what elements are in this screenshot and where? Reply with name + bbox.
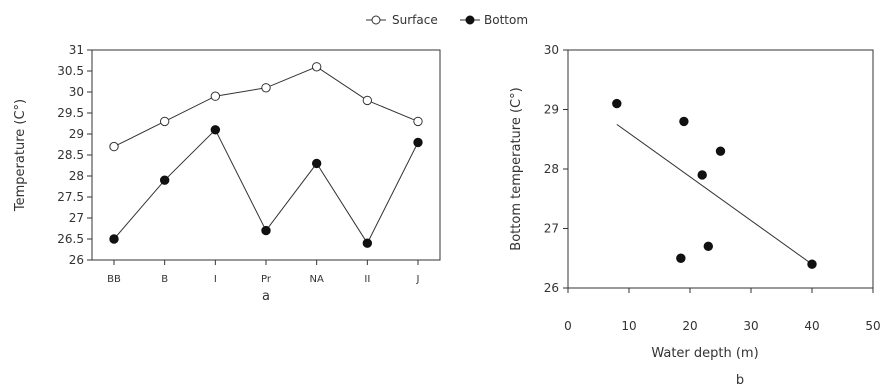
panel-a-x-tick-label: Pr: [261, 274, 272, 285]
panel-b-x-tick-label: 0: [564, 319, 572, 333]
panel-a-y-tick-label: 28: [69, 169, 84, 183]
panel-a-y-tick-label: 30: [69, 85, 84, 99]
panel-a-bottom-point: [261, 225, 271, 236]
panel-a-x-tick-label: NA: [310, 274, 324, 285]
panel-a-surface-point: [210, 91, 221, 101]
panel-b-x-axis: 0 10 20 30 40 50: [564, 288, 881, 333]
panel-a-surface-point: [159, 116, 170, 127]
panel-a-bottom-point: [210, 125, 221, 135]
panel-b-point: [612, 98, 622, 109]
panel-a-bottom-point: [159, 175, 170, 185]
panel-b-point: [715, 146, 726, 156]
panel-b-y-tick-label: 29: [544, 103, 559, 117]
panel-a-y-tick-label: 27: [69, 211, 84, 225]
panel-b-plot-frame: [567, 49, 874, 289]
panel-a-x-axis: BB B I Pr NA II J: [107, 260, 419, 285]
panel-a-surface-point: [109, 141, 119, 152]
panel-a-x-tick-label: II: [364, 274, 370, 285]
panel-a-y-tick-label: 28.5: [57, 148, 84, 162]
panel-b-y-axis: 26 27 28 29 30: [544, 43, 568, 295]
panel-b-chart: 26 27 28 29 30 0 10 20 30 40 50 Bottom temperatur…: [509, 43, 881, 388]
panel-b-point: [679, 116, 689, 127]
panel-b-x-tick-label: 30: [743, 319, 758, 333]
panel-a-surface-point: [311, 62, 322, 72]
panel-a-x-tick-label: I: [214, 274, 217, 285]
panel-a-y-tick-label: 29.5: [57, 106, 84, 120]
panel-a-bottom-point: [413, 137, 423, 148]
panel-b-point: [807, 259, 817, 269]
panel-b-y-tick-label: 30: [544, 43, 559, 57]
panel-b-trendline: [616, 123, 813, 265]
panel-b-point: [676, 253, 686, 263]
panel-a-surface-point: [413, 116, 423, 127]
panel-a-x-tick-label: B: [161, 274, 168, 285]
legend-bottom-marker: [465, 15, 475, 25]
panel-b-x-tick-label: 50: [865, 319, 880, 333]
panel-a-y-tick-label: 31: [69, 43, 84, 57]
panel-a-bottom-point: [311, 158, 322, 169]
panel-a-y-tick-label: 26: [69, 253, 84, 267]
panel-a-y-axis: 26 26.5 27 27.5 28 28.5 29 29.5 30 30.5 31: [57, 43, 92, 267]
panel-b-y-tick-label: 28: [544, 162, 559, 176]
legend-surface-label: Surface: [392, 13, 438, 27]
legend-bottom-label: Bottom: [484, 13, 528, 27]
panel-b-x-tick-label: 20: [682, 319, 697, 333]
panel-a-x-tick-label: BB: [107, 274, 121, 285]
panel-a-x-tick-label: J: [416, 274, 420, 285]
panel-b-x-axis-label: Water depth (m): [651, 346, 758, 361]
panel-b-y-tick-label: 27: [544, 222, 559, 236]
panel-a-surface-point: [362, 95, 373, 106]
panel-a-y-tick-label: 29: [69, 127, 84, 141]
panel-b-point: [697, 170, 707, 180]
panel-b-x-tick-label: 10: [621, 319, 636, 333]
panel-a-y-axis-label: Temperature (C°): [13, 99, 28, 212]
panel-a-series: [109, 62, 423, 248]
panel-a-label: a: [262, 289, 270, 304]
panel-a-surface-line: [113, 66, 419, 148]
panel-a-y-tick-label: 27.5: [57, 190, 84, 204]
panel-a-bottom-point: [362, 238, 373, 248]
legend-surface-marker: [371, 15, 381, 25]
panel-a-y-tick-label: 26.5: [57, 232, 84, 246]
panel-b-marks: [612, 98, 817, 269]
panel-b-label: b: [736, 373, 744, 388]
panel-a-bottom-point: [109, 234, 119, 244]
panel-b-x-tick-label: 40: [804, 319, 819, 333]
panel-a-surface-point: [261, 83, 271, 93]
panel-b-y-axis-label: Bottom temperature (C°): [509, 87, 524, 250]
panel-b-point: [703, 241, 713, 252]
panel-b-y-tick-label: 26: [544, 281, 559, 295]
legend: Surface Bottom: [366, 13, 528, 27]
panel-a-y-tick-label: 30.5: [57, 64, 84, 78]
